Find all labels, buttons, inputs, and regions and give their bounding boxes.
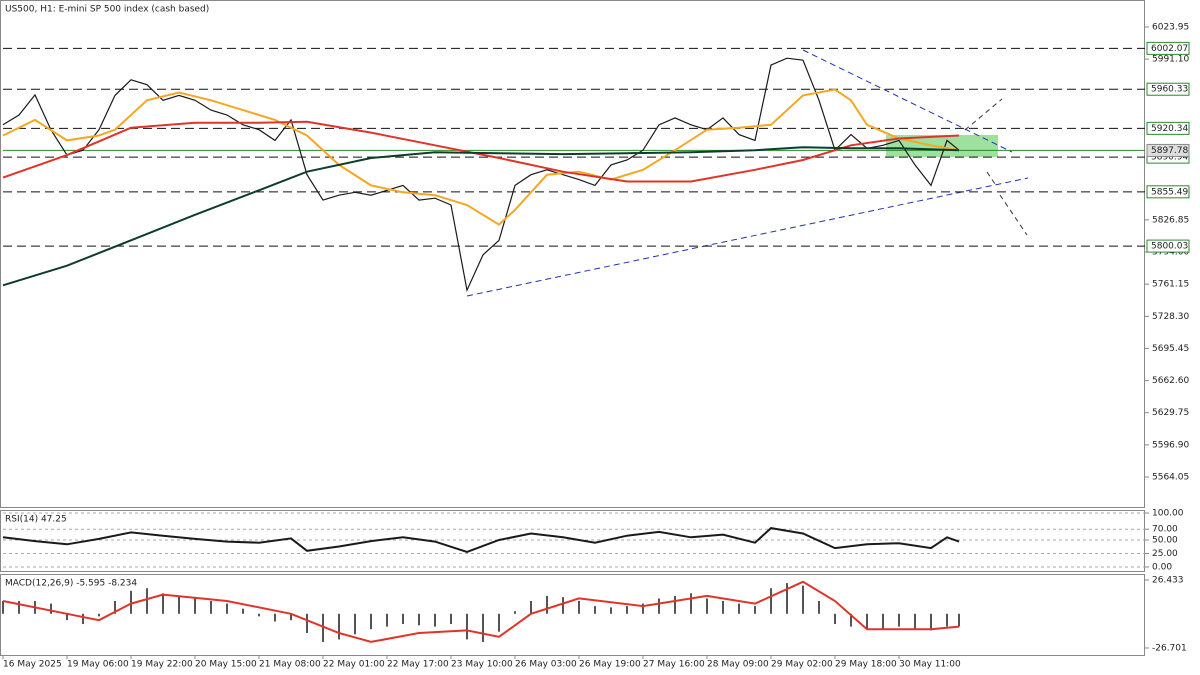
scenario-arrows	[964, 98, 1028, 236]
level-label: 5890.94	[1151, 153, 1188, 163]
x-tick-label: 26 May 19:00	[579, 660, 641, 670]
y-tick-label: 5596.90	[1152, 440, 1189, 450]
range-box	[886, 135, 998, 157]
series-line	[2, 527, 960, 553]
current-price-box	[1146, 143, 1190, 157]
support-trendline	[466, 177, 1029, 297]
level-label: 5960.33	[1151, 85, 1188, 95]
x-tick-label: 27 May 16:00	[643, 660, 705, 670]
y-tick-label: 5761.15	[1152, 280, 1189, 290]
x-tick-label: 26 May 03:00	[515, 660, 577, 670]
x-tick-label: 28 May 09:00	[707, 660, 769, 670]
x-tick-label: 29 May 18:00	[835, 660, 897, 670]
y-tick-label: 5728.30	[1152, 312, 1189, 322]
level-label: 6002.07	[1151, 44, 1188, 54]
current-price-label: 5897.78	[1151, 146, 1188, 156]
y-tick-label: 5662.60	[1152, 376, 1189, 386]
y-tick-label: 25.00	[1152, 549, 1178, 559]
level-label-box	[1146, 82, 1190, 96]
macd-panel	[0, 574, 1145, 656]
x-tick-label: 16 May 2025	[3, 660, 62, 670]
resistance-trendline	[802, 49, 1013, 153]
y-tick-label: 5826.85	[1152, 215, 1189, 225]
series-line	[2, 57, 960, 293]
x-tick-label: 22 May 17:00	[387, 660, 449, 670]
x-tick-label: 20 May 15:00	[195, 660, 257, 670]
y-tick-label: 5564.05	[1152, 473, 1189, 483]
series-line	[2, 146, 960, 287]
level-label: 5920.34	[1151, 124, 1188, 134]
y-tick-label: 5629.75	[1152, 408, 1189, 418]
x-tick-label: 23 May 10:00	[451, 660, 513, 670]
x-tick-label: 22 May 01:00	[323, 660, 385, 670]
level-label-box	[1146, 41, 1190, 55]
x-tick-label: 19 May 06:00	[67, 660, 129, 670]
y-tick-label: 100.00	[1152, 509, 1184, 519]
series-line	[2, 120, 960, 183]
y-tick-label: 0.00	[1152, 562, 1172, 572]
series-line	[2, 580, 960, 643]
macd-title: MACD(12,26,9) -5.595 -8.234	[5, 579, 137, 589]
x-tick-label: 29 May 02:00	[771, 660, 833, 670]
y-tick-label: 26.433	[1152, 575, 1184, 585]
x-tick-label: 21 May 08:00	[259, 660, 321, 670]
level-label-box	[1146, 185, 1190, 199]
level-label-box	[1146, 121, 1190, 135]
series-line	[2, 88, 960, 226]
level-label: 5855.49	[1151, 187, 1188, 197]
level-label-box	[1146, 239, 1190, 253]
main-panel	[0, 0, 1145, 508]
x-tick-label: 19 May 22:00	[131, 660, 193, 670]
y-tick-label: 50.00	[1152, 536, 1178, 546]
x-tick-label: 30 May 11:00	[899, 660, 961, 670]
rsi-panel	[0, 510, 1145, 572]
rsi-title: RSI(14) 47.25	[5, 515, 67, 525]
y-tick-label: 5695.45	[1152, 344, 1189, 354]
y-tick-label: -26.701	[1152, 643, 1187, 653]
y-tick-label: 6023.95	[1152, 22, 1189, 32]
y-tick-label: 70.00	[1152, 525, 1178, 535]
level-label: 5800.03	[1151, 242, 1188, 252]
chart-title: US500, H1: E-mini SP 500 index (cash bas…	[5, 5, 209, 15]
y-tick-label: 5991.10	[1152, 55, 1189, 65]
